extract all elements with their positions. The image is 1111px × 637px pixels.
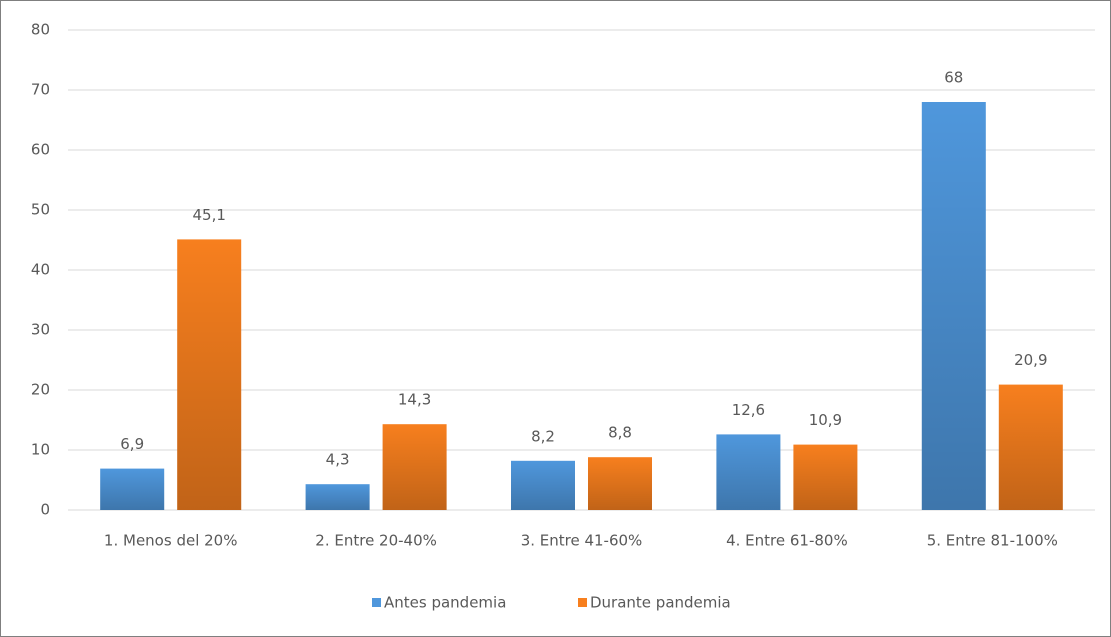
y-tick-label: 80	[31, 21, 50, 39]
y-tick-label: 30	[31, 321, 50, 339]
bar-shade	[382, 424, 447, 510]
data-label: 4,3	[326, 451, 350, 469]
data-label: 45,1	[192, 206, 225, 224]
x-tick-label: 2. Entre 20-40%	[315, 532, 437, 550]
data-label: 68	[944, 69, 963, 87]
y-tick-label: 70	[31, 81, 50, 99]
y-tick-label: 50	[31, 201, 50, 219]
data-label: 10,9	[809, 411, 842, 429]
x-tick-label: 1. Menos del 20%	[104, 532, 238, 550]
bar-shade	[716, 434, 781, 510]
data-label: 12,6	[732, 401, 765, 419]
legend-label: Durante pandemia	[590, 594, 731, 612]
data-label: 8,8	[608, 424, 632, 442]
bar-shade	[998, 384, 1063, 510]
y-tick-label: 0	[40, 501, 50, 519]
x-tick-label: 5. Entre 81-100%	[927, 532, 1058, 550]
x-tick-label: 3. Entre 41-60%	[521, 532, 643, 550]
legend-label: Antes pandemia	[384, 594, 506, 612]
bar-shade	[588, 457, 652, 510]
bar-shade	[921, 102, 986, 510]
y-tick-label: 60	[31, 141, 50, 159]
legend-swatch	[578, 598, 587, 607]
y-tick-label: 20	[31, 381, 50, 399]
bar-shade	[100, 468, 165, 510]
data-label: 8,2	[531, 427, 555, 445]
bar-shade	[177, 239, 242, 510]
data-label: 20,9	[1014, 351, 1047, 369]
legend-swatch	[372, 598, 381, 607]
bar-shade	[511, 460, 575, 510]
y-tick-label: 10	[31, 441, 50, 459]
bar-shade	[793, 444, 858, 510]
y-tick-label: 40	[31, 261, 50, 279]
bar-shade	[305, 484, 370, 510]
data-label: 6,9	[120, 435, 144, 453]
data-label: 14,3	[398, 391, 431, 409]
x-tick-label: 4. Entre 61-80%	[726, 532, 848, 550]
